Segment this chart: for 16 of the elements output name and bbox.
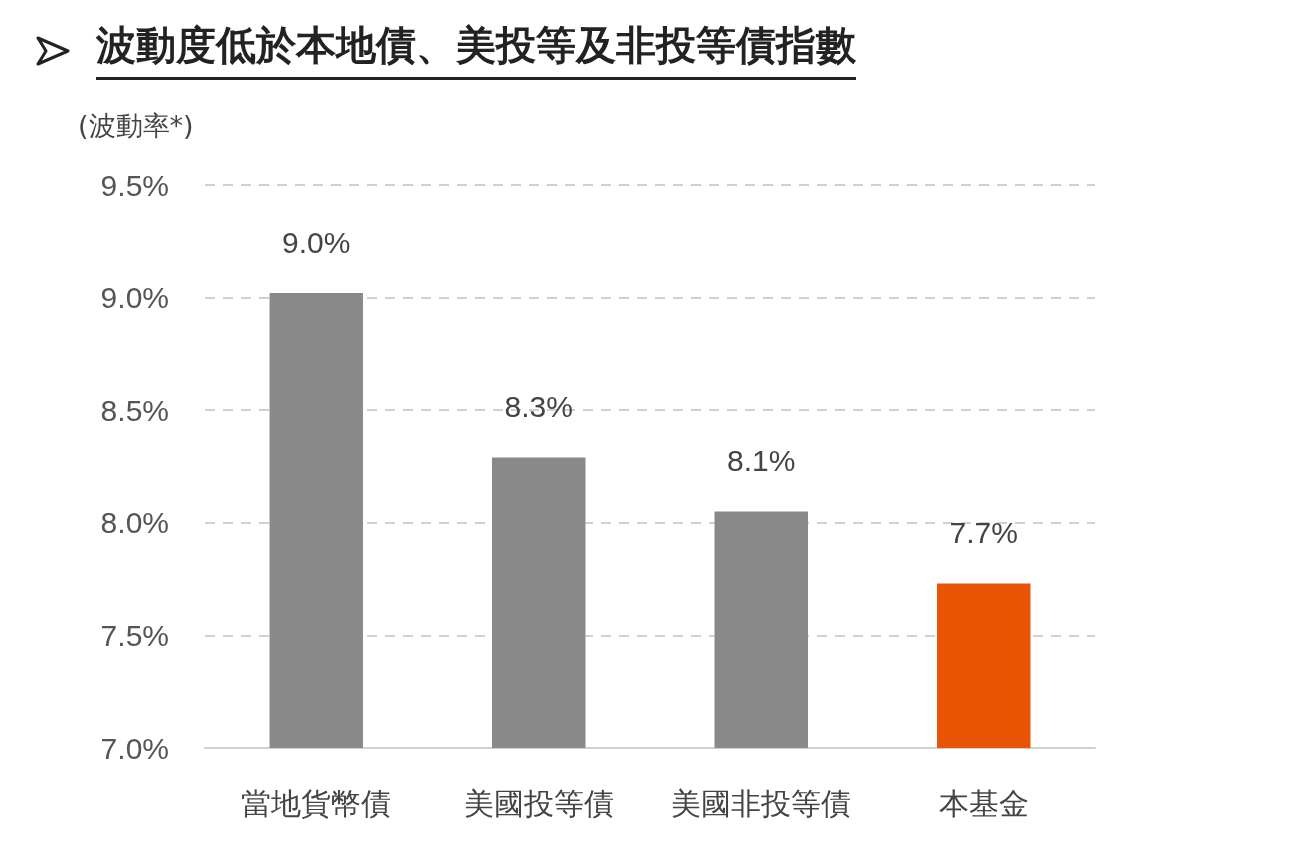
x-tick-label: 美國投等債: [463, 786, 614, 820]
x-tick-label: 本基金: [938, 786, 1029, 820]
y-tick-label: 9.0%: [100, 281, 169, 315]
x-tick-label: 當地貨幣債: [241, 786, 392, 820]
y-tick-label: 8.0%: [100, 506, 169, 540]
data-label: 9.0%: [282, 225, 351, 259]
data-label: 8.3%: [504, 389, 573, 423]
y-tick-label: 7.0%: [100, 731, 169, 765]
chart-title: 波動度低於本地債、美投等及非投等債指數: [96, 18, 856, 80]
y-tick-label: 7.5%: [100, 618, 169, 652]
y-axis-title: (波動率*): [78, 109, 194, 143]
data-label: 7.7%: [949, 516, 1018, 550]
x-tick-label: 美國非投等債: [671, 786, 852, 820]
y-tick-label: 8.5%: [100, 393, 169, 427]
data-label: 8.1%: [727, 444, 796, 478]
y-tick-label: 9.5%: [100, 168, 169, 202]
